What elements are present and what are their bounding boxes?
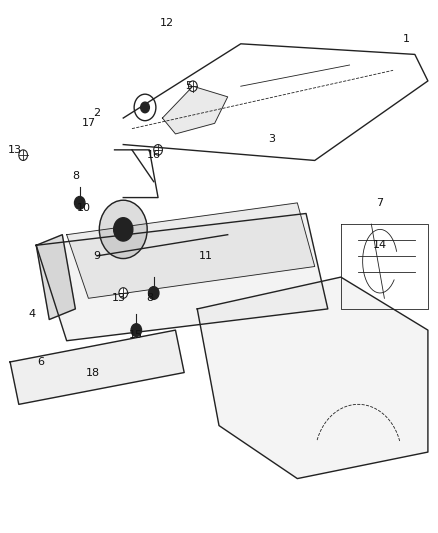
Text: 13: 13 xyxy=(112,293,126,303)
Text: 3: 3 xyxy=(268,134,275,144)
Circle shape xyxy=(141,102,149,113)
Polygon shape xyxy=(36,235,75,319)
Text: 9: 9 xyxy=(94,251,101,261)
Circle shape xyxy=(99,200,147,259)
Polygon shape xyxy=(36,214,328,341)
Text: 15: 15 xyxy=(129,330,143,341)
Circle shape xyxy=(74,197,85,209)
Text: 7: 7 xyxy=(377,198,384,208)
Text: 17: 17 xyxy=(81,118,95,128)
Text: 1: 1 xyxy=(403,34,410,44)
Text: 2: 2 xyxy=(94,108,101,118)
Text: 4: 4 xyxy=(28,309,35,319)
Text: 11: 11 xyxy=(199,251,213,261)
Text: 16: 16 xyxy=(147,150,161,160)
Text: 5: 5 xyxy=(185,81,192,91)
Text: 10: 10 xyxy=(77,203,91,213)
Circle shape xyxy=(188,81,197,92)
Circle shape xyxy=(131,324,141,336)
Text: 8: 8 xyxy=(146,293,153,303)
Circle shape xyxy=(114,217,133,241)
Text: 12: 12 xyxy=(160,18,174,28)
Text: 8: 8 xyxy=(72,172,79,181)
Polygon shape xyxy=(10,330,184,405)
Text: 18: 18 xyxy=(86,368,100,377)
Polygon shape xyxy=(162,86,228,134)
Polygon shape xyxy=(197,277,428,479)
Text: 13: 13 xyxy=(7,145,21,155)
Text: 6: 6 xyxy=(37,357,44,367)
Text: 14: 14 xyxy=(373,240,387,251)
Circle shape xyxy=(148,287,159,300)
Polygon shape xyxy=(67,203,315,298)
Circle shape xyxy=(19,150,28,160)
Circle shape xyxy=(119,288,127,298)
Circle shape xyxy=(154,144,162,155)
